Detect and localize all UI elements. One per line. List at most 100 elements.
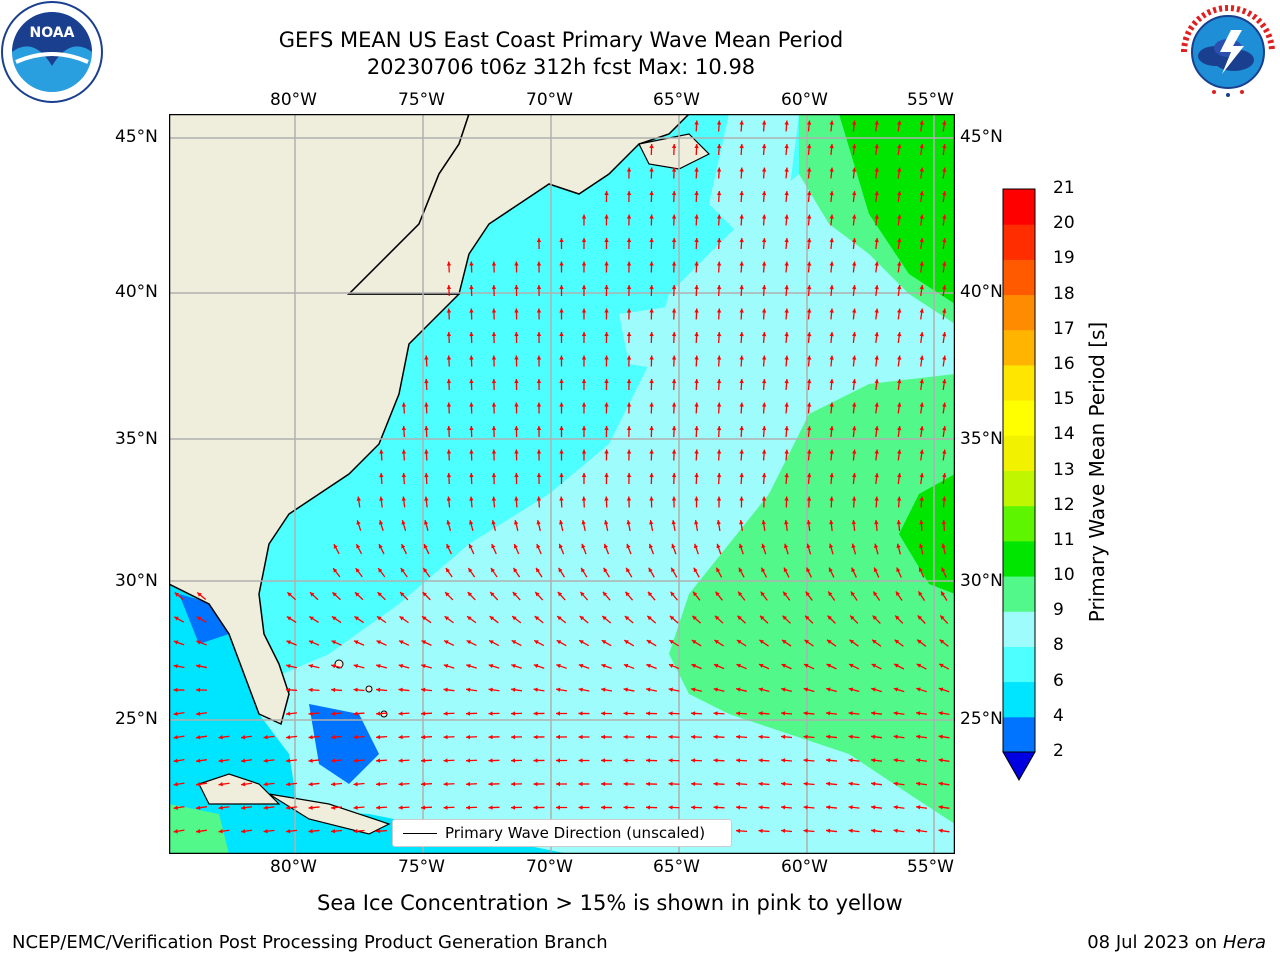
wave-direction-arrow xyxy=(491,543,497,555)
wave-direction-arrow xyxy=(735,781,748,787)
wave-direction-arrow xyxy=(173,782,185,787)
wave-direction-arrow xyxy=(466,663,477,669)
wave-direction-arrow xyxy=(173,735,185,740)
wave-direction-arrow xyxy=(465,734,478,740)
wave-direction-arrow xyxy=(919,496,924,508)
wave-direction-arrow xyxy=(330,805,343,810)
wave-direction-arrow xyxy=(536,496,542,508)
wave-direction-arrow xyxy=(938,711,950,716)
wave-direction-arrow xyxy=(826,687,837,693)
wave-direction-arrow xyxy=(735,805,748,810)
colorbar-cell xyxy=(1003,224,1035,260)
wave-direction-arrow xyxy=(401,425,407,438)
wave-direction-arrow xyxy=(533,663,545,669)
wave-direction-arrow xyxy=(806,543,812,555)
wave-direction-arrow xyxy=(533,781,545,787)
colorbar-cell xyxy=(1003,400,1035,436)
wave-direction-arrow xyxy=(941,543,946,555)
wave-direction-arrow xyxy=(848,663,860,670)
wave-direction-arrow xyxy=(488,663,500,669)
wave-direction-arrow xyxy=(600,711,613,716)
wave-direction-arrow xyxy=(218,805,230,810)
wave-direction-arrow xyxy=(919,167,924,179)
wave-direction-arrow xyxy=(173,805,185,810)
wave-direction-arrow xyxy=(805,567,813,578)
wave-direction-arrow xyxy=(649,425,654,438)
wave-direction-arrow xyxy=(784,378,789,391)
wave-direction-arrow xyxy=(938,828,950,833)
wave-direction-arrow xyxy=(897,308,902,320)
wave-direction-arrow xyxy=(421,615,432,624)
lat-label-right: 35°N xyxy=(960,429,1003,449)
wave-direction-arrow xyxy=(649,143,654,156)
wave-direction-arrow xyxy=(804,615,814,624)
wave-direction-arrow xyxy=(646,639,657,647)
wave-direction-arrow xyxy=(491,425,497,438)
nws-logo xyxy=(1178,2,1278,102)
wave-direction-arrow xyxy=(469,496,474,508)
wave-direction-arrow xyxy=(446,425,452,438)
branch-credit: NCEP/EMC/Verification Post Processing Pr… xyxy=(12,932,608,953)
wave-direction-arrow xyxy=(915,711,928,716)
wave-direction-arrow xyxy=(649,472,654,485)
wave-direction-arrow xyxy=(915,828,928,833)
wave-direction-arrow xyxy=(469,308,474,320)
wave-direction-arrow xyxy=(398,711,410,716)
wave-direction-arrow xyxy=(623,639,635,647)
wave-direction-arrow xyxy=(693,567,700,578)
wave-direction-arrow xyxy=(646,615,657,624)
wave-direction-arrow xyxy=(467,567,476,578)
wave-direction-arrow xyxy=(781,639,792,647)
wave-direction-arrow xyxy=(806,167,812,179)
wave-direction-arrow xyxy=(691,663,702,670)
wave-direction-arrow xyxy=(916,639,927,647)
wave-direction-arrow xyxy=(333,543,340,555)
wave-direction-arrow xyxy=(469,449,474,461)
wave-direction-arrow xyxy=(784,261,789,273)
wave-direction-arrow xyxy=(354,591,364,601)
wave-direction-arrow xyxy=(671,449,677,461)
wave-direction-arrow xyxy=(694,378,699,391)
wave-direction-arrow xyxy=(874,143,879,156)
wave-direction-arrow xyxy=(806,120,812,132)
wave-direction-arrow xyxy=(603,543,610,555)
wave-direction-arrow xyxy=(851,425,857,438)
wave-direction-arrow xyxy=(713,758,725,763)
wave-direction-arrow xyxy=(694,284,699,297)
wave-direction-arrow xyxy=(829,167,834,179)
wave-direction-arrow xyxy=(514,520,519,531)
wave-direction-arrow xyxy=(806,190,812,203)
wave-direction-arrow xyxy=(694,143,699,156)
wave-direction-arrow xyxy=(670,591,678,601)
wave-direction-arrow xyxy=(465,781,478,787)
wave-direction-arrow xyxy=(893,805,905,810)
wave-direction-arrow xyxy=(851,308,857,320)
wave-direction-arrow xyxy=(942,308,947,320)
wave-direction-arrow xyxy=(803,734,815,740)
wave-direction-arrow xyxy=(739,308,744,320)
wave-direction-arrow xyxy=(469,472,474,485)
wave-direction-arrow xyxy=(784,472,789,485)
wave-direction-arrow xyxy=(716,543,722,555)
wave-direction-arrow xyxy=(941,519,947,532)
wave-direction-arrow xyxy=(874,190,879,203)
wave-direction-arrow xyxy=(893,781,905,786)
wave-direction-arrow xyxy=(849,615,859,624)
wave-direction-arrow xyxy=(600,758,613,763)
wave-direction-arrow xyxy=(694,120,699,132)
wave-direction-arrow xyxy=(422,567,431,578)
wave-direction-arrow xyxy=(173,758,185,763)
wave-direction-arrow xyxy=(645,711,658,716)
wave-direction-arrow xyxy=(443,734,455,740)
wave-direction-arrow xyxy=(670,567,678,578)
wave-direction-arrow xyxy=(195,805,208,810)
wave-direction-arrow xyxy=(308,687,320,693)
wave-direction-arrow xyxy=(716,402,722,414)
wave-direction-arrow xyxy=(510,734,523,740)
wave-direction-arrow xyxy=(355,543,363,555)
wave-direction-arrow xyxy=(919,308,924,320)
wave-direction-arrow xyxy=(353,805,365,810)
wave-direction-arrow xyxy=(375,711,388,716)
wave-direction-arrow xyxy=(761,378,767,391)
wave-direction-arrows xyxy=(173,120,950,834)
